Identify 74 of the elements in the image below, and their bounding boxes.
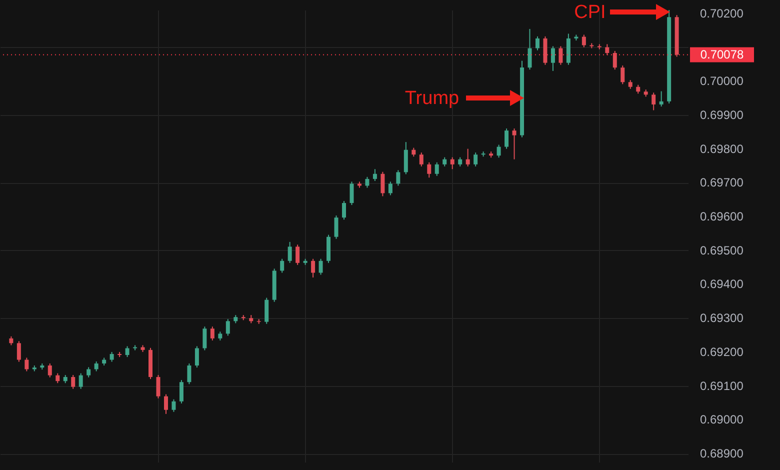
y-tick-label: 0.69400	[700, 277, 744, 292]
annotation: Trump	[404, 88, 460, 109]
candlestick	[528, 28, 532, 70]
candlestick	[365, 176, 370, 188]
candlestick	[404, 142, 408, 175]
candlestick	[296, 244, 300, 266]
y-tick-label: 0.69100	[700, 378, 744, 393]
candlestick	[24, 357, 29, 372]
candlestick	[597, 44, 602, 50]
candlestick	[458, 156, 462, 167]
candlestick	[620, 65, 625, 85]
candlestick	[590, 42, 594, 49]
candlestick	[350, 181, 354, 206]
candlestick	[56, 372, 60, 384]
candlestick	[280, 258, 284, 274]
candlestick	[342, 200, 346, 220]
candlestick	[125, 346, 130, 358]
y-tick-label: 0.69500	[700, 243, 744, 258]
annotation: CPI	[574, 2, 606, 23]
candlestick	[264, 297, 269, 324]
y-tick-label: 0.69800	[700, 142, 744, 156]
candlestick	[318, 258, 323, 276]
y-tick-label: 0.69300	[700, 311, 744, 326]
candlestick	[110, 351, 114, 362]
candlestick	[612, 50, 617, 70]
ref-line-label: 0.70078	[700, 48, 744, 62]
candlestick	[396, 170, 400, 186]
candlestick	[605, 44, 610, 56]
y-tick-label: 0.69000	[700, 412, 744, 427]
candlestick	[388, 181, 392, 196]
candlestick	[164, 394, 168, 414]
y-tick-label: 0.70000	[700, 74, 744, 88]
candlestick	[94, 360, 98, 372]
y-tick-label: 0.69200	[700, 344, 744, 359]
candlestick	[86, 366, 91, 378]
candlestick	[288, 241, 292, 264]
candlestick	[172, 398, 176, 412]
candlestick	[504, 128, 509, 150]
candlestick	[466, 148, 470, 167]
candlestick	[380, 171, 385, 197]
candlestick	[334, 215, 338, 240]
candlestick	[71, 374, 76, 390]
candlestick	[442, 156, 447, 167]
candlestick	[78, 372, 83, 390]
y-tick-label: 0.69900	[700, 108, 744, 122]
candlestick	[535, 36, 540, 51]
candlestick	[210, 326, 214, 341]
candlestick	[226, 318, 230, 336]
candlestick	[652, 92, 656, 111]
candlestick	[16, 340, 21, 362]
candlestick	[187, 362, 192, 385]
candlestick	[202, 326, 207, 351]
candlestick	[311, 258, 316, 278]
y-tick-label: 0.69700	[700, 176, 744, 190]
candlestick	[156, 374, 160, 399]
candlestick	[582, 34, 586, 48]
candlestick	[372, 168, 377, 182]
candlestick	[48, 362, 52, 378]
y-tick-label: 0.68900	[700, 446, 744, 461]
candlestick	[434, 162, 439, 176]
candlestick	[419, 152, 424, 167]
candlestick	[133, 344, 138, 351]
y-tick-label: 0.69600	[700, 210, 744, 224]
candlestick	[474, 152, 478, 167]
candlestick	[427, 162, 432, 178]
candlestick	[558, 46, 563, 66]
candlestick	[550, 46, 555, 72]
candlestick	[179, 380, 184, 404]
candlestick	[450, 156, 454, 170]
y-tick-label: 0.70200	[700, 6, 744, 20]
candlestick	[496, 144, 501, 158]
candlestick	[512, 128, 516, 160]
candlestick	[659, 90, 664, 107]
candlestick	[194, 346, 199, 368]
